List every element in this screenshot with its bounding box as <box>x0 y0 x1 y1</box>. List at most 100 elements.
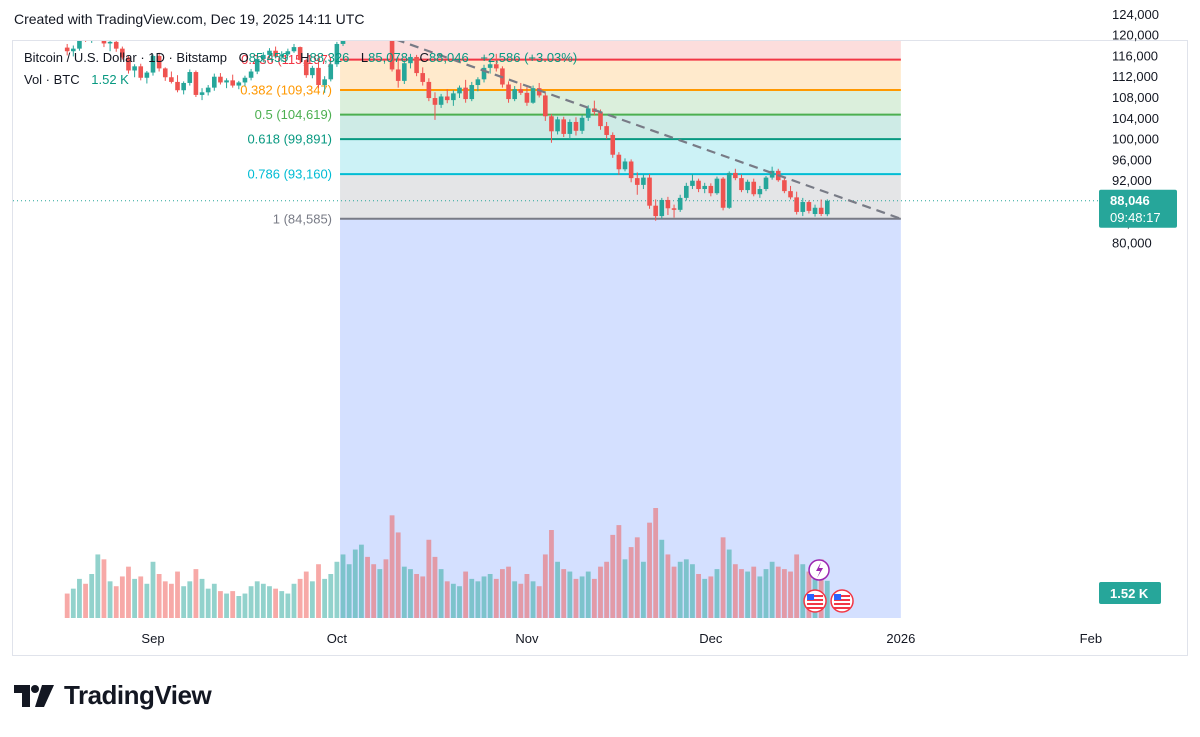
candle-body <box>334 43 340 65</box>
candle-body <box>598 112 603 127</box>
candle <box>353 9 358 25</box>
volume-bar <box>647 522 652 618</box>
candle <box>763 176 769 192</box>
y-tick-label: 92,000 <box>1112 173 1152 188</box>
candle <box>162 67 168 81</box>
volume-bar <box>316 564 321 618</box>
candle <box>242 75 248 87</box>
volume-bar <box>555 561 560 618</box>
volume-bar <box>696 574 701 618</box>
candle-body <box>708 185 714 194</box>
y-tick-label: 104,000 <box>1112 111 1159 126</box>
candle <box>248 68 254 81</box>
fib-level-label: 0.786 (93,160) <box>247 167 332 182</box>
candle-body <box>83 36 88 40</box>
candle <box>769 166 775 180</box>
candle-body <box>561 119 567 134</box>
candle-body <box>279 54 285 57</box>
candle-body <box>113 41 119 49</box>
volume-bar <box>641 561 646 618</box>
volume-bar <box>708 576 714 618</box>
candle-body <box>573 121 579 131</box>
volume-bar <box>653 508 659 618</box>
candle-body <box>757 189 763 195</box>
y-tick-label: 96,000 <box>1112 152 1152 167</box>
candle <box>175 75 180 93</box>
candle-body <box>812 207 818 214</box>
candle <box>579 115 585 134</box>
candle-body <box>169 77 174 82</box>
volume-bar <box>340 554 346 618</box>
candle <box>71 45 76 57</box>
candle <box>549 114 554 143</box>
volume-bar <box>101 559 107 618</box>
candle-body <box>71 48 76 52</box>
candle-body <box>659 199 665 217</box>
candle-body <box>733 172 738 179</box>
candle-body <box>696 180 701 190</box>
candle-body <box>634 178 640 185</box>
candle <box>634 172 640 195</box>
volume-badge-value: 1.52 K <box>1110 586 1149 601</box>
candle <box>493 53 499 72</box>
candle <box>671 204 677 218</box>
volume-bar <box>530 581 536 618</box>
high-value: 88,326 <box>309 50 350 65</box>
flag-stripe <box>807 599 824 601</box>
candle <box>438 93 444 108</box>
volume-bar <box>824 580 830 618</box>
volume-bar <box>561 569 567 618</box>
volume-bar <box>487 574 493 618</box>
candle-body <box>481 67 487 80</box>
candle <box>481 64 487 83</box>
volume-bar <box>144 583 150 618</box>
volume-bar <box>230 591 236 618</box>
candle <box>328 62 334 82</box>
candle <box>384 17 389 37</box>
candle-body <box>156 55 162 69</box>
candle-body <box>408 56 413 64</box>
candle <box>616 152 622 175</box>
candle-body <box>248 71 254 78</box>
fib-level-label: 0.382 (109,347) <box>240 82 332 97</box>
candle <box>782 178 787 194</box>
candle-body <box>628 161 634 179</box>
fib-band-0.786 <box>340 174 901 219</box>
candle <box>193 70 199 97</box>
candle <box>408 53 413 69</box>
volume-bar <box>745 571 751 618</box>
tradingview-logo[interactable]: TradingView <box>14 680 212 711</box>
volume-bar <box>604 561 610 618</box>
volume-bar <box>254 581 260 618</box>
candle <box>230 74 235 88</box>
candle <box>212 73 217 91</box>
volume-bar <box>788 571 793 618</box>
volume-bar <box>175 571 180 618</box>
volume-bar <box>475 581 481 618</box>
candle-body <box>205 87 211 93</box>
volume-bar <box>622 559 628 618</box>
candle <box>690 173 695 190</box>
volume-bar <box>665 554 671 618</box>
candle-body <box>384 20 389 32</box>
candle <box>530 85 536 104</box>
candle <box>169 71 174 84</box>
volume-bar <box>132 578 138 618</box>
candle-body <box>665 199 671 209</box>
volume-bar <box>690 564 695 618</box>
candle <box>426 78 432 102</box>
candle <box>653 199 658 221</box>
candle <box>665 196 671 216</box>
volume-bar <box>64 593 70 618</box>
candle-body <box>426 81 432 99</box>
volume-bar <box>242 593 248 618</box>
candle-body <box>653 205 658 217</box>
volume-bar <box>267 586 272 618</box>
volume-bar <box>77 578 82 618</box>
candle <box>365 8 370 23</box>
candle-body <box>64 47 70 52</box>
y-tick-label: 128,000 <box>1112 0 1159 1</box>
candle-body <box>77 41 82 49</box>
candle <box>512 86 517 102</box>
